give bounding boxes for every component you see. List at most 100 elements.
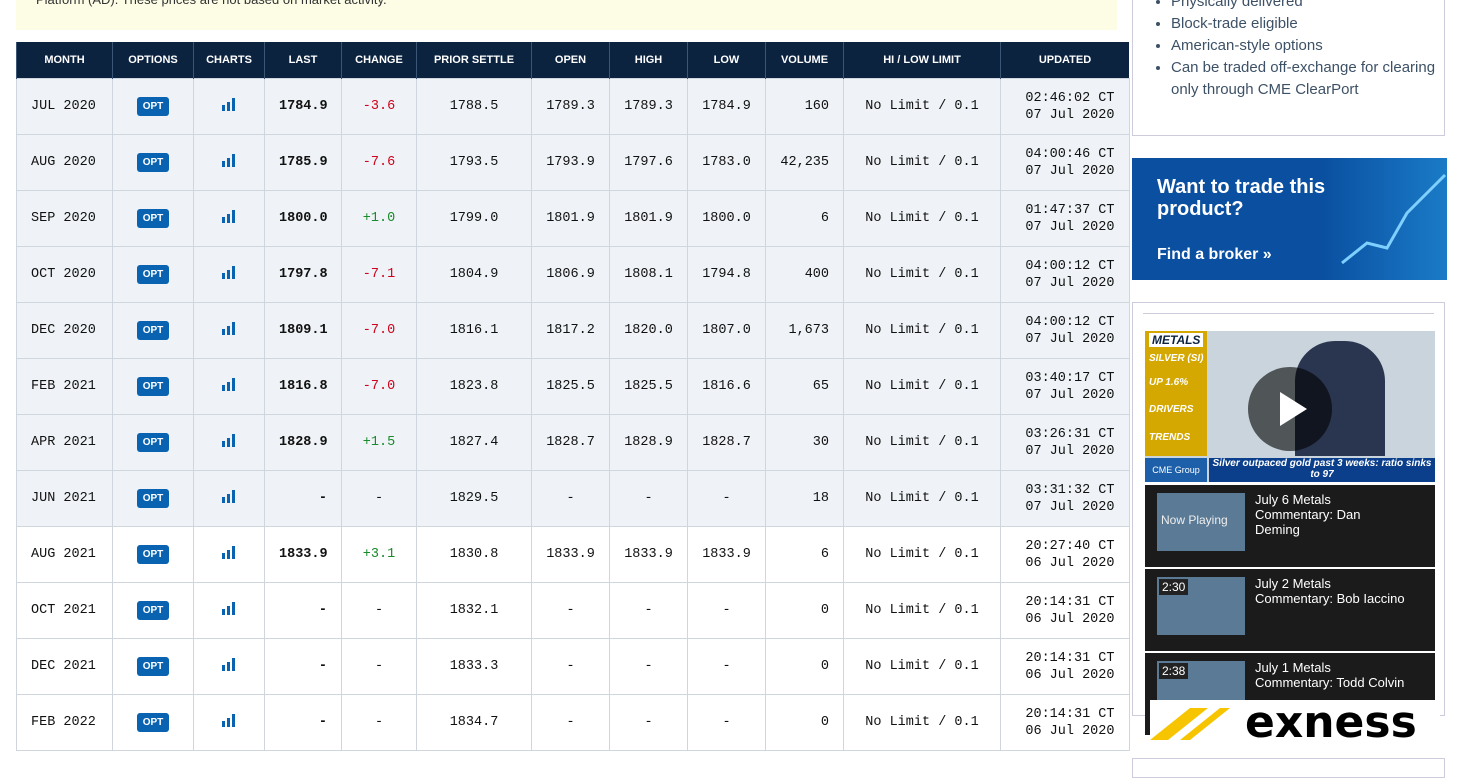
last: 1816.8 — [264, 358, 342, 415]
opt-button[interactable]: OPT — [136, 153, 170, 172]
month: SEP 2020 — [16, 190, 113, 247]
feature: American-style options — [1171, 35, 1444, 57]
charts-cell — [193, 302, 265, 359]
volume: 400 — [765, 246, 844, 303]
chart-icon[interactable] — [221, 265, 237, 279]
opt-button[interactable]: OPT — [136, 489, 170, 508]
row: FEB 2021 OPT 1816.8 -7.0 1823.8 1825.5 1825.5 1… — [16, 358, 1130, 415]
time: 20:14:31 CT — [1025, 594, 1115, 610]
video-player[interactable]: METALS SILVER (SI) UP 1.6% DRIVERS TRENDS CM… — [1145, 331, 1435, 482]
high: - — [609, 582, 688, 639]
limit: No Limit / 0.1 — [843, 134, 1001, 191]
row: JUN 2021 OPT - -1829.5- - -18 No Limit / 0.1 03… — [16, 470, 1130, 527]
chart-icon[interactable] — [221, 153, 237, 167]
caption: Silver outpaced gold past 3 weeks: ratio… — [1209, 458, 1435, 482]
chart-icon[interactable] — [221, 489, 237, 503]
badge: 2:30 — [1159, 579, 1189, 595]
open: 1833.9 — [531, 526, 610, 583]
last: 1809.1 — [264, 302, 342, 359]
limit: No Limit / 0.1 — [843, 358, 1001, 415]
prior-settle: 1827.4 — [416, 414, 532, 471]
ad-link[interactable]: Find a broker » — [1157, 246, 1272, 263]
high: 1828.9 — [609, 414, 688, 471]
limit: No Limit / 0.1 — [843, 470, 1001, 527]
volume: 0 — [765, 694, 844, 751]
row: OCT 2020 OPT 1797.8 -7.1 1804.9 1806.9 1808.1 1… — [16, 246, 1130, 303]
time: 01:47:37 CT — [1025, 202, 1115, 218]
high: - — [609, 470, 688, 527]
change: -7.1 — [341, 246, 417, 303]
column-header: LOW — [687, 42, 766, 79]
date: 07 Jul 2020 — [1025, 219, 1115, 235]
prior-settle: 1832.1 — [416, 582, 532, 639]
box-bottom — [1132, 758, 1445, 778]
logo-mark — [1150, 708, 1230, 740]
feature: Physically delivered — [1171, 0, 1444, 13]
volume: 42,235 — [765, 134, 844, 191]
row: JUL 2020 OPT 1784.9 -3.6 1788.5 1789.3 1789.3 1… — [16, 78, 1130, 135]
column-header: CHARTS — [193, 42, 265, 79]
opt-button[interactable]: OPT — [136, 433, 170, 452]
updated: 04:00:46 CT 07 Jul 2020 — [1000, 134, 1130, 191]
chart-icon[interactable] — [221, 545, 237, 559]
playlist-item[interactable]: 2:30 July 2 Metals Commentary: Bob Iaccin… — [1145, 569, 1435, 651]
thumbnail: Now Playing — [1157, 493, 1245, 551]
month: DEC 2020 — [16, 302, 113, 359]
chart-icon[interactable] — [221, 321, 237, 335]
broker-ad[interactable]: Want to trade this product? Find a broke… — [1132, 158, 1447, 280]
updated: 20:14:31 CT 06 Jul 2020 — [1000, 582, 1130, 639]
time: 04:00:46 CT — [1025, 146, 1115, 162]
volume: 30 — [765, 414, 844, 471]
updated: 03:26:31 CT 07 Jul 2020 — [1000, 414, 1130, 471]
opt-button[interactable]: OPT — [136, 657, 170, 676]
feature: Can be traded off-exchange for clearing … — [1171, 57, 1444, 101]
low: - — [687, 694, 766, 751]
date: 07 Jul 2020 — [1025, 163, 1115, 179]
opt-button[interactable]: OPT — [136, 601, 170, 620]
opt-button[interactable]: OPT — [136, 545, 170, 564]
chart-icon[interactable] — [221, 713, 237, 727]
time: 02:46:02 CT — [1025, 90, 1115, 106]
time: 04:00:12 CT — [1025, 314, 1115, 330]
volume: 160 — [765, 78, 844, 135]
options-cell: OPT — [112, 414, 194, 471]
time: 20:14:31 CT — [1025, 650, 1115, 666]
time: 20:27:40 CT — [1025, 538, 1115, 554]
last: - — [264, 638, 342, 695]
chart-icon[interactable] — [221, 377, 237, 391]
play-button[interactable] — [1245, 364, 1335, 454]
opt-button[interactable]: OPT — [136, 321, 170, 340]
chart-icon[interactable] — [221, 97, 237, 111]
column-header: PRIOR SETTLE — [416, 42, 532, 79]
month: FEB 2021 — [16, 358, 113, 415]
playlist-item[interactable]: Now Playing July 6 Metals Commentary: Dan… — [1145, 485, 1435, 567]
chart-icon[interactable] — [221, 209, 237, 223]
month: AUG 2021 — [16, 526, 113, 583]
updated: 04:00:12 CT 07 Jul 2020 — [1000, 246, 1130, 303]
features-box: Physically deliveredBlock-trade eligible… — [1132, 0, 1445, 136]
prior-settle: 1833.3 — [416, 638, 532, 695]
date: 06 Jul 2020 — [1025, 667, 1115, 683]
month: AUG 2020 — [16, 134, 113, 191]
low: 1783.0 — [687, 134, 766, 191]
chart-icon[interactable] — [221, 433, 237, 447]
opt-button[interactable]: OPT — [136, 97, 170, 116]
chart-icon[interactable] — [221, 601, 237, 615]
volume: 6 — [765, 526, 844, 583]
row: APR 2021 OPT 1828.9 +1.5 1827.4 1828.7 1828.9 1… — [16, 414, 1130, 471]
high: - — [609, 638, 688, 695]
prior-settle: 1834.7 — [416, 694, 532, 751]
volume: 0 — [765, 582, 844, 639]
updated: 04:00:12 CT 07 Jul 2020 — [1000, 302, 1130, 359]
open: 1817.2 — [531, 302, 610, 359]
chart-icon[interactable] — [221, 657, 237, 671]
charts-cell — [193, 78, 265, 135]
opt-button[interactable]: OPT — [136, 713, 170, 732]
limit: No Limit / 0.1 — [843, 78, 1001, 135]
open: 1793.9 — [531, 134, 610, 191]
opt-button[interactable]: OPT — [136, 265, 170, 284]
opt-button[interactable]: OPT — [136, 377, 170, 396]
opt-button[interactable]: OPT — [136, 209, 170, 228]
open: - — [531, 638, 610, 695]
